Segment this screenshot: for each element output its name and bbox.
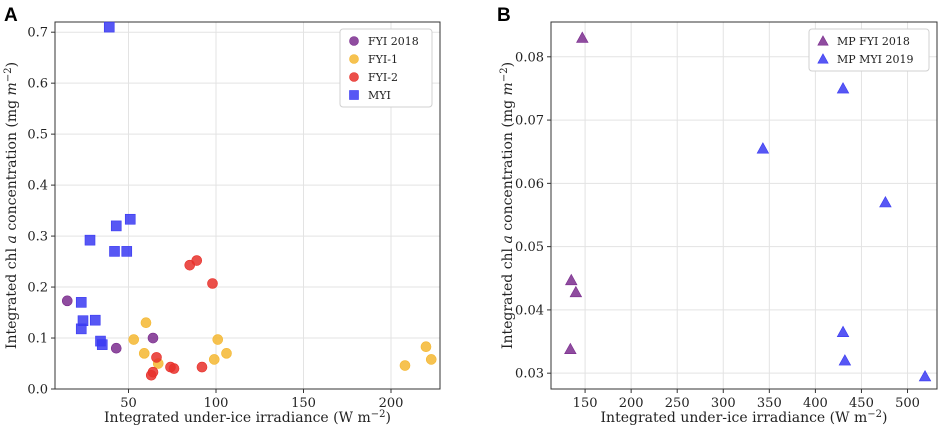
y-axis-label: Integrated chl a concentration (mg m−2) — [499, 62, 516, 349]
y-tick-label: 0.7 — [27, 26, 48, 41]
x-axis-label: Integrated under-ice irradiance (W m−2) — [104, 409, 391, 426]
x-tick-label: 200 — [379, 396, 404, 411]
y-tick-label: 0.6 — [27, 77, 48, 92]
legend-label: FYI-2 — [368, 71, 398, 84]
legend-marker — [349, 54, 359, 64]
legend: FYI 2018 FYI-1 FYI-2 MYI — [339, 28, 433, 108]
x-tick-label: 150 — [573, 396, 598, 411]
x-tick-label: 300 — [711, 396, 736, 411]
data-point — [420, 341, 432, 352]
data-point — [208, 354, 220, 365]
data-point — [836, 82, 850, 94]
data-point — [138, 348, 150, 359]
data-point — [84, 234, 96, 246]
data-point — [879, 195, 892, 208]
data-point — [565, 273, 578, 286]
y-tick-label: 0.5 — [27, 128, 48, 143]
y-tick-label: 0.4 — [27, 179, 48, 194]
x-tick-label: 250 — [665, 396, 690, 411]
legend-label: MP FYI 2018 — [837, 35, 910, 48]
data-point — [221, 348, 232, 359]
data-point — [121, 246, 133, 257]
data-point — [140, 317, 152, 329]
data-point — [836, 325, 850, 337]
x-tick-label: 450 — [849, 396, 874, 411]
x-tick-label: 500 — [895, 396, 920, 411]
data-point — [564, 342, 577, 355]
y-tick-label: 0.3 — [27, 230, 48, 245]
data-point — [576, 31, 589, 43]
y-tick-label: 0.05 — [515, 240, 544, 255]
x-axis-label: Integrated under-ice irradiance (W m−2) — [601, 409, 888, 426]
x-tick-label: 50 — [120, 396, 137, 411]
plot-frame — [550, 21, 938, 390]
data-point — [61, 295, 73, 307]
data-point — [168, 363, 180, 374]
x-tick-label: 200 — [619, 396, 644, 411]
series-myi — [75, 21, 136, 350]
legend-box — [339, 28, 433, 108]
legend-marker — [817, 35, 829, 46]
series-fyi-1 — [128, 317, 437, 371]
x-tick-label: 150 — [291, 396, 316, 411]
y-tick-label: 0.1 — [27, 332, 48, 347]
x-tick-label: 400 — [803, 396, 828, 411]
panel-b: B 150 200 250 300 350 400 450 500 0.03 0.04 0.05 0.0… — [497, 5, 938, 426]
legend-marker — [817, 53, 829, 64]
panel-a: A 50 100 150 200 0.0 0.1 0.2 0.3 0.4 0.5 0.6 0.7 Inte… — [3, 5, 441, 426]
plot-frame — [54, 21, 441, 390]
legend-marker — [349, 36, 359, 46]
y-tick-label: 0.07 — [515, 114, 544, 129]
legend-marker — [349, 90, 359, 100]
data-point — [918, 369, 932, 382]
y-axis-label: Integrated chl a concentration (mg m−2) — [3, 62, 20, 349]
x-tick-label: 350 — [757, 396, 782, 411]
data-point — [756, 142, 770, 154]
data-point — [109, 246, 120, 257]
y-tick-label: 0.04 — [515, 303, 544, 318]
legend-label: FYI 2018 — [368, 35, 419, 48]
data-point — [147, 366, 159, 378]
data-point — [96, 339, 108, 350]
data-point — [124, 213, 136, 225]
data-point — [89, 314, 101, 326]
legend-label: FYI-1 — [368, 53, 398, 66]
data-point — [110, 220, 122, 232]
series-mp-myi-2019 — [756, 82, 932, 382]
panel-letter: B — [497, 5, 511, 26]
data-point — [75, 323, 87, 335]
legend-label: MYI — [368, 89, 391, 102]
panel-letter: A — [4, 5, 18, 26]
y-tick-label: 0.08 — [515, 50, 544, 65]
legend: MP FYI 2018 MP MYI 2019 — [808, 28, 930, 72]
data-point — [191, 255, 203, 266]
x-tick-label: 100 — [204, 396, 229, 411]
series-mp-fyi-2018 — [564, 31, 589, 355]
data-point — [569, 285, 583, 298]
legend-box — [808, 28, 930, 72]
data-point — [399, 360, 411, 371]
data-point — [110, 342, 122, 354]
data-point — [212, 334, 224, 345]
data-point — [207, 278, 218, 289]
data-point — [128, 334, 140, 345]
y-tick-label: 0.2 — [27, 281, 48, 296]
series-fyi-2 — [145, 255, 218, 381]
legend-label: MP MYI 2019 — [837, 53, 914, 66]
data-point — [196, 361, 208, 373]
data-point — [425, 354, 437, 365]
legend-marker — [349, 72, 359, 82]
data-point — [75, 297, 87, 308]
data-point — [151, 352, 162, 363]
y-tick-label: 0.06 — [515, 177, 544, 192]
data-point — [838, 354, 852, 366]
data-point — [103, 21, 115, 33]
y-tick-label: 0.03 — [515, 367, 544, 382]
y-tick-label: 0.0 — [27, 383, 48, 398]
data-point — [147, 332, 159, 344]
series-fyi-2018 — [61, 295, 159, 354]
